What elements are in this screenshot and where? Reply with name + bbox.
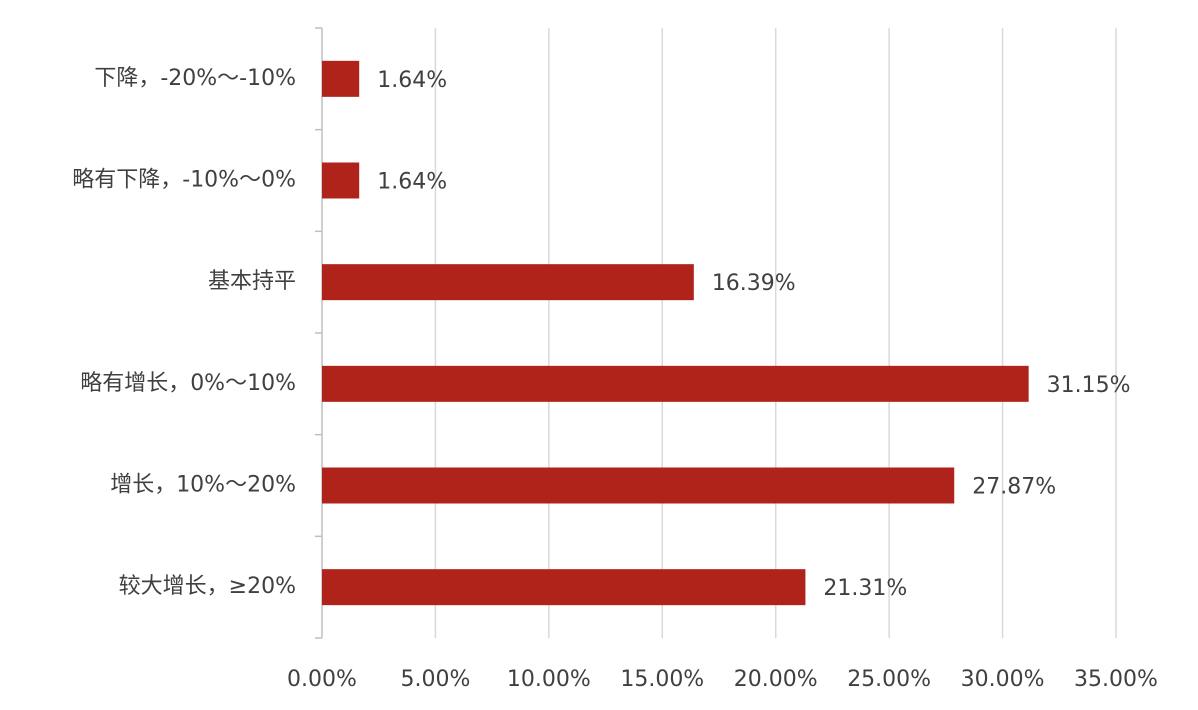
value-label: 27.87% xyxy=(972,475,1056,500)
y-tick-label: 略有增长，0%～10% xyxy=(80,371,296,396)
x-tick-label: 15.00% xyxy=(620,667,704,692)
bar xyxy=(322,264,694,301)
bar xyxy=(322,162,360,199)
value-label: 1.64% xyxy=(377,170,447,195)
y-tick-label: 略有下降，-10%～0% xyxy=(72,168,296,193)
value-label: 1.64% xyxy=(377,68,447,93)
bar xyxy=(322,365,1029,402)
value-label: 21.31% xyxy=(823,576,907,601)
y-tick-label: 较大增长，≥20% xyxy=(119,574,296,599)
bar xyxy=(322,467,955,504)
bar xyxy=(322,60,360,97)
y-tick-label: 增长，10%～20% xyxy=(110,473,296,498)
x-tick-label: 10.00% xyxy=(507,667,591,692)
value-label: 31.15% xyxy=(1047,373,1131,398)
y-tick-label: 下降，-20%～-10% xyxy=(94,66,296,91)
x-tick-label: 35.00% xyxy=(1074,667,1158,692)
x-tick-label: 20.00% xyxy=(734,667,818,692)
value-label: 16.39% xyxy=(712,271,796,296)
y-tick-label: 基本持平 xyxy=(208,269,296,294)
bar xyxy=(322,569,806,606)
x-tick-label: 25.00% xyxy=(847,667,931,692)
x-tick-label: 0.00% xyxy=(287,667,357,692)
x-tick-label: 5.00% xyxy=(400,667,470,692)
x-tick-label: 30.00% xyxy=(961,667,1045,692)
